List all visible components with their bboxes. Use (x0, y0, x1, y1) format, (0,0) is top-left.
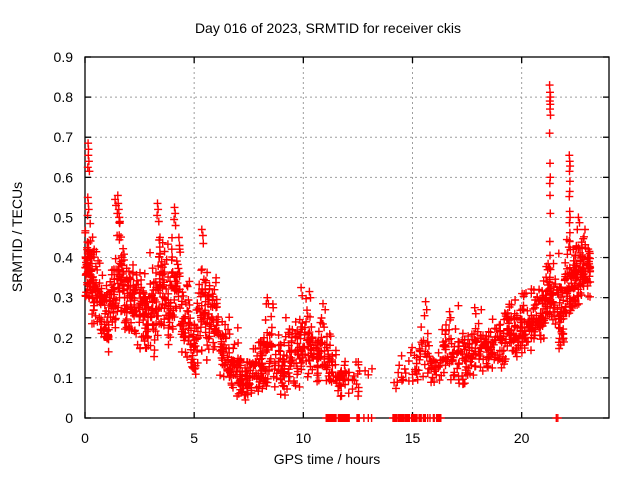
y-tick-label: 0.2 (54, 330, 74, 346)
y-tick-label: 0.7 (54, 129, 74, 145)
x-tick-label: 0 (81, 430, 89, 446)
x-tick-label: 15 (405, 430, 421, 446)
scatter-points (81, 81, 595, 422)
y-tick-label: 0.8 (54, 89, 74, 105)
y-tick-label: 0.5 (54, 209, 74, 225)
x-tick-label: 20 (514, 430, 530, 446)
y-tick-label: 0.1 (54, 370, 74, 386)
y-tick-label: 0.3 (54, 290, 74, 306)
y-tick-label: 0.4 (54, 250, 74, 266)
x-tick-label: 10 (296, 430, 312, 446)
y-axis-label: SRMTID / TECUs (9, 182, 25, 292)
y-tick-label: 0 (65, 410, 73, 426)
y-tick-label: 0.9 (54, 49, 74, 65)
data-point-markers (81, 81, 595, 422)
axis-ticks (84, 56, 609, 419)
chart-title: Day 016 of 2023, SRMTID for receiver cki… (195, 20, 461, 36)
x-tick-label: 5 (190, 430, 198, 446)
axis-tick-labels: 0 5 10 15 20 0 0.1 0.2 0.3 0.4 0.5 0.6 0.7 0.8 0.9 (54, 49, 530, 446)
x-axis-label: GPS time / hours (274, 451, 381, 467)
y-tick-label: 0.6 (54, 169, 74, 185)
